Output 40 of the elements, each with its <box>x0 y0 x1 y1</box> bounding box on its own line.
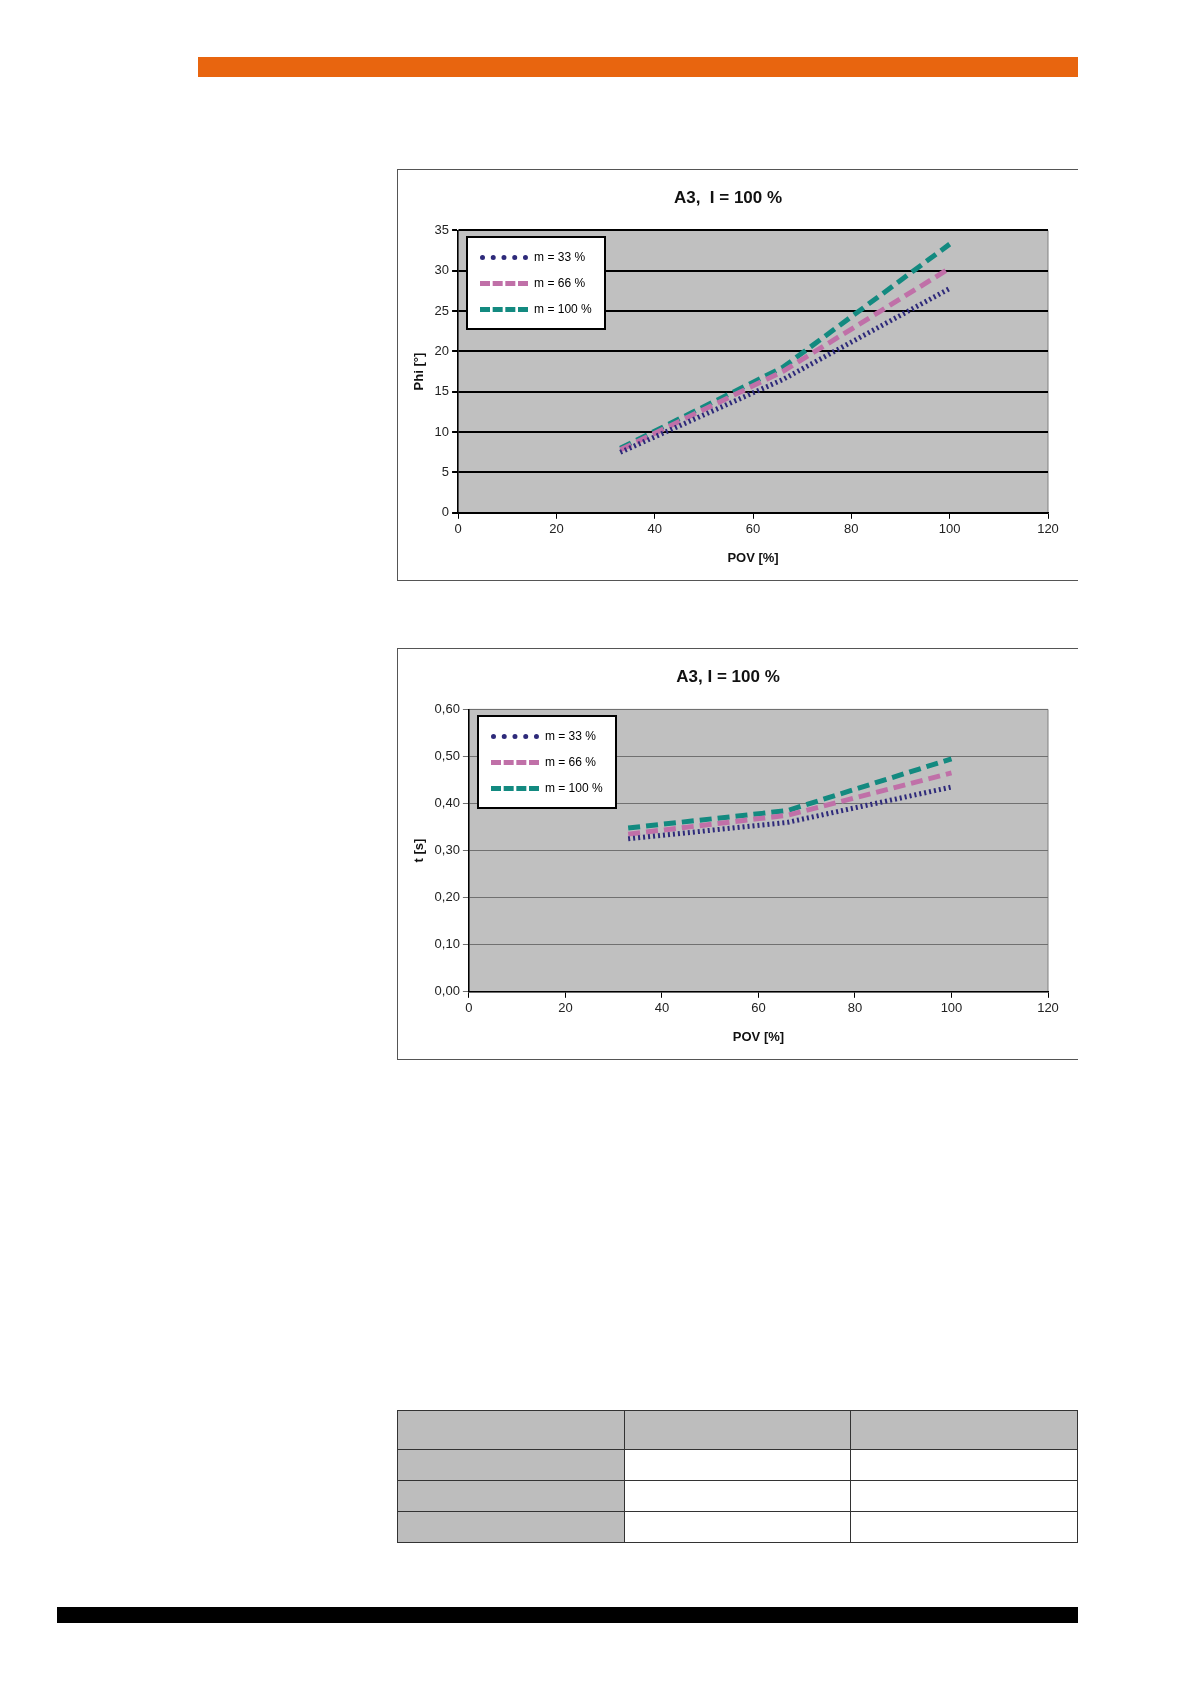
y-tick-label: 0,10 <box>434 936 460 952</box>
chart-title: A3, I = 100 % <box>676 666 780 686</box>
x-tick-label: 80 <box>847 1000 863 1016</box>
x-tick-label: 20 <box>549 521 564 537</box>
y-tick-label: 10 <box>434 423 450 439</box>
y-tick-label: 0 <box>441 504 450 520</box>
y-tick-label: 35 <box>434 221 450 237</box>
x-tick-label: 40 <box>647 521 662 537</box>
legend-label: m = 100 % <box>534 302 592 317</box>
y-tick-label: 0,40 <box>434 795 460 811</box>
x-axis-title: POV [%] <box>727 549 779 565</box>
x-tick-label: 60 <box>745 521 761 537</box>
x-tick-label: 120 <box>1037 1000 1059 1016</box>
y-axis-title: Phi [°] <box>411 352 427 391</box>
y-tick-label: 25 <box>434 302 450 318</box>
x-tick-label: 100 <box>940 1000 963 1016</box>
y-tick-label: 5 <box>441 464 450 480</box>
chart-title: A3, I = 100 % <box>673 187 783 207</box>
y-tick-label: 15 <box>434 383 450 399</box>
y-tick-label: 0,50 <box>434 748 460 764</box>
x-tick-label: 60 <box>751 1000 766 1016</box>
legend-label: m = 33 % <box>544 729 596 744</box>
x-tick-label: 20 <box>558 1000 573 1016</box>
x-tick-label: 0 <box>465 1000 473 1016</box>
y-tick-label: 0,60 <box>434 700 460 716</box>
x-tick-label: 40 <box>654 1000 670 1016</box>
x-tick-label: 100 <box>938 521 961 537</box>
legend-label: m = 66 % <box>544 755 596 770</box>
x-tick-label: 120 <box>1037 521 1059 537</box>
y-tick-label: 0,30 <box>434 842 460 858</box>
y-axis-title: t [s] <box>411 838 427 863</box>
legend-label: m = 33 % <box>534 250 586 265</box>
x-axis-title: POV [%] <box>732 1028 785 1044</box>
y-tick-label: 0,20 <box>434 889 460 905</box>
y-tick-label: 30 <box>434 262 450 278</box>
x-tick-label: 80 <box>844 521 859 537</box>
y-tick-label: 20 <box>434 343 450 359</box>
legend-label: m = 100 % <box>544 781 603 796</box>
y-tick-label: 0,00 <box>434 983 460 999</box>
legend-label: m = 66 % <box>534 276 586 291</box>
